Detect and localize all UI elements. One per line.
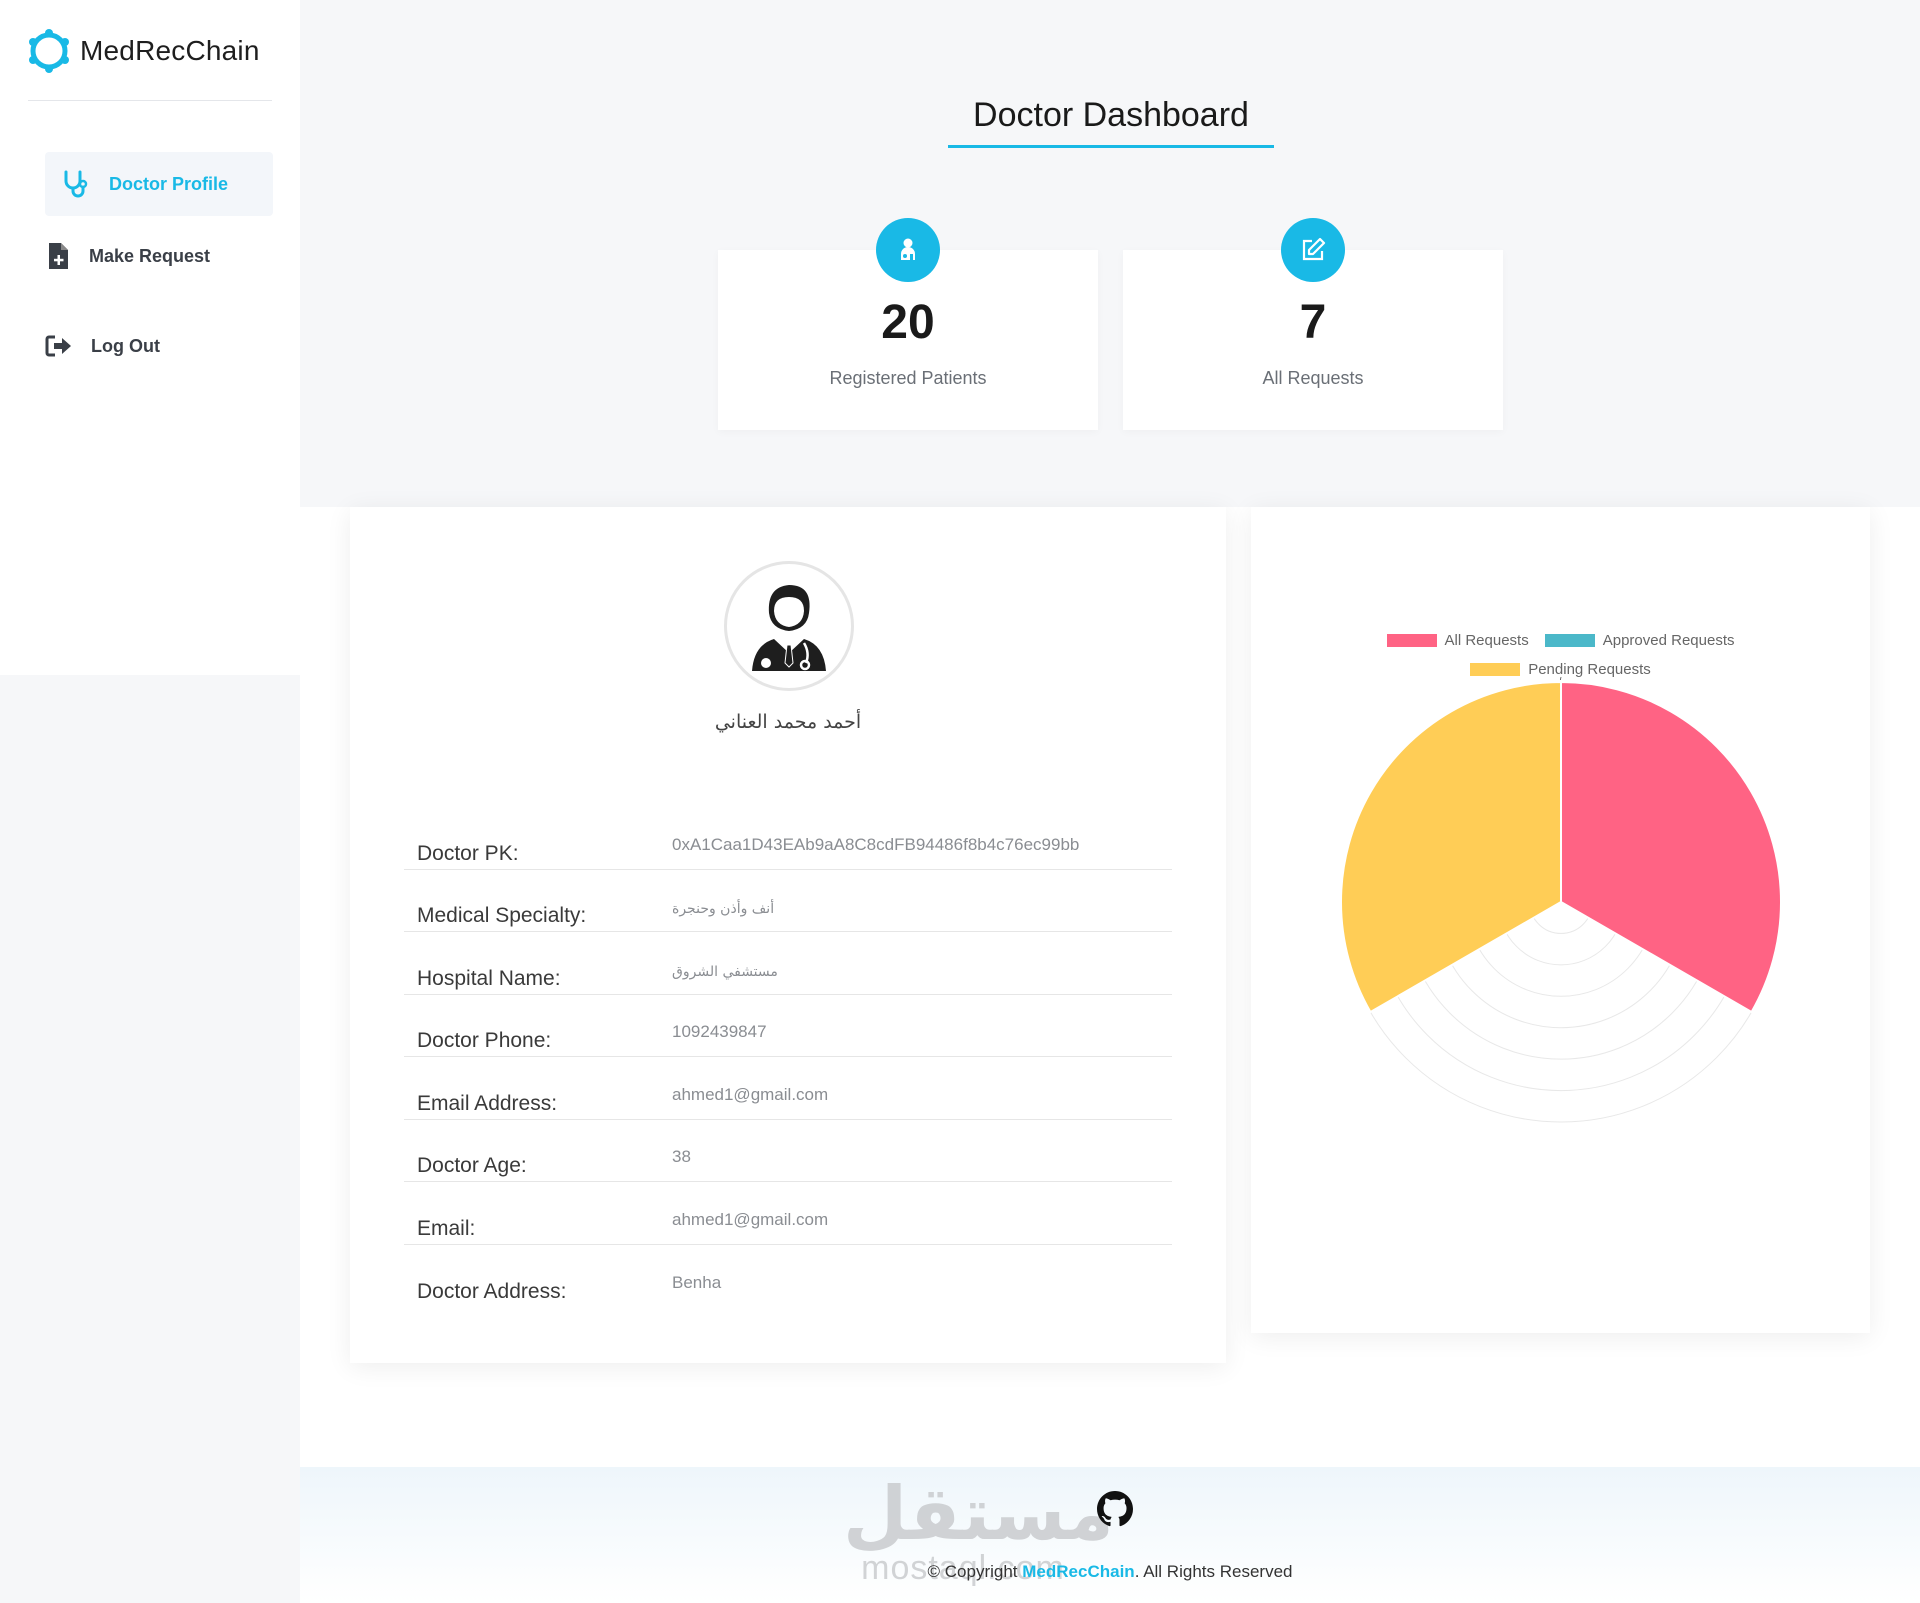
info-value: أنف وأذن وحنجرة: [672, 901, 775, 917]
info-label: Doctor PK:: [417, 841, 519, 865]
info-row-doctor-phone: Doctor Phone: 1092439847: [404, 995, 1172, 1057]
legend-swatch: [1470, 663, 1521, 676]
copyright-prefix: © Copyright: [927, 1562, 1018, 1581]
info-label: Doctor Age:: [417, 1154, 527, 1177]
legend-swatch: [1386, 634, 1437, 647]
sidebar-item-label: Log Out: [91, 335, 160, 356]
stat-card-all-requests: 7 All Requests: [1123, 218, 1503, 430]
chart-segment-pending-requests[interactable]: [1340, 680, 1562, 1014]
legend-label: All Requests: [1444, 632, 1529, 649]
sidebar: MedRecChain Doctor Profile Make Request …: [0, 0, 300, 675]
doctor-name: أحمد محمد العناني: [714, 711, 862, 733]
stat-value: 20: [881, 296, 935, 349]
polar-area-chart: 7: [1340, 677, 1782, 1123]
legend-item-approved-requests[interactable]: Approved Requests: [1544, 632, 1735, 649]
watermark-english: mostaql.com: [861, 1549, 1065, 1587]
legend-item-all-requests[interactable]: All Requests: [1386, 632, 1529, 649]
copyright-suffix: . All Rights Reserved: [1134, 1562, 1293, 1581]
info-row-email: Email: ahmed1@gmail.com: [404, 1182, 1172, 1245]
info-value: Benha: [672, 1273, 722, 1292]
info-value: ahmed1@gmail.com: [672, 1084, 829, 1104]
doctor-avatar-icon: [724, 561, 854, 691]
info-label: Email Address:: [417, 1091, 558, 1115]
stat-value: 7: [1299, 296, 1327, 349]
brand[interactable]: MedRecChain: [26, 28, 260, 74]
info-row-doctor-pk: Doctor PK: 0xA1Caa1D43EAb9aA8C8cdFB94486…: [404, 807, 1172, 870]
info-row-medical-specialty: Medical Specialty: أنف وأذن وحنجرة: [404, 870, 1172, 932]
info-label: Doctor Phone:: [417, 1029, 552, 1052]
logout-icon: [45, 335, 71, 357]
legend-item-pending-requests[interactable]: Pending Requests: [1470, 661, 1651, 678]
legend-label: Pending Requests: [1528, 661, 1651, 678]
watermark: مستقل mostaql.com: [843, 1471, 1114, 1587]
info-value: 0xA1Caa1D43EAb9aA8C8cdFB94486f8b4c76ec99…: [672, 834, 1080, 854]
stat-label: All Requests: [1262, 368, 1364, 388]
footer: مستقل mostaql.com © Copyright MedRecChai…: [300, 1467, 1920, 1603]
page-title: Doctor Dashboard: [948, 96, 1274, 148]
sidebar-item-make-request[interactable]: Make Request: [29, 224, 257, 288]
copyright: © Copyright MedRecChain. All Rights Rese…: [300, 1562, 1920, 1582]
doctor-info-list: Doctor PK: 0xA1Caa1D43EAb9aA8C8cdFB94486…: [404, 807, 1172, 1307]
sidebar-item-log-out[interactable]: Log Out: [29, 314, 257, 378]
stethoscope-icon: [64, 170, 88, 198]
info-row-doctor-address: Doctor Address: Benha: [404, 1245, 1172, 1308]
info-value: مستشفي الشروق: [672, 963, 778, 980]
brand-divider: [28, 100, 272, 101]
legend-swatch: [1544, 634, 1595, 647]
info-row-hospital-name: Hospital Name: مستشفي الشروق: [404, 932, 1172, 995]
info-label: Medical Specialty:: [417, 904, 587, 927]
sidebar-item-label: Make Request: [89, 245, 211, 266]
chart-segment-all-requests[interactable]: [1560, 680, 1782, 1014]
chart-legend: All Requests Approved Requests Pending R…: [1251, 632, 1870, 690]
info-label: Email:: [417, 1216, 476, 1240]
brand-logo-icon: [29, 29, 69, 73]
info-value: ahmed1@gmail.com: [672, 1209, 829, 1229]
watermark-arabic: مستقل: [843, 1471, 1114, 1557]
legend-label: Approved Requests: [1602, 632, 1735, 649]
copyright-brand-link[interactable]: MedRecChain: [1022, 1562, 1135, 1581]
info-label: Hospital Name:: [417, 966, 561, 990]
requests-chart-card: All Requests Approved Requests Pending R…: [1251, 507, 1870, 1333]
file-plus-icon: [49, 243, 68, 269]
info-row-doctor-age: Doctor Age: 38: [404, 1120, 1172, 1182]
edit-icon: [1281, 218, 1345, 282]
stat-card-registered-patients: 20 Registered Patients: [718, 218, 1098, 430]
sidebar-item-doctor-profile[interactable]: Doctor Profile: [45, 152, 273, 216]
info-label: Doctor Address:: [417, 1280, 567, 1303]
patient-icon: [876, 218, 940, 282]
info-row-email-address: Email Address: ahmed1@gmail.com: [404, 1057, 1172, 1120]
brand-name: MedRecChain: [80, 35, 260, 66]
stat-label: Registered Patients: [829, 368, 987, 388]
sidebar-item-label: Doctor Profile: [109, 173, 229, 194]
info-value: 1092439847: [672, 1022, 767, 1041]
info-value: 38: [672, 1147, 691, 1166]
chart-scale-tick-label: 7: [1558, 677, 1564, 683]
github-icon[interactable]: [1097, 1491, 1133, 1532]
doctor-profile-card: أحمد محمد العناني Doctor PK: 0xA1Caa1D43…: [350, 507, 1226, 1363]
